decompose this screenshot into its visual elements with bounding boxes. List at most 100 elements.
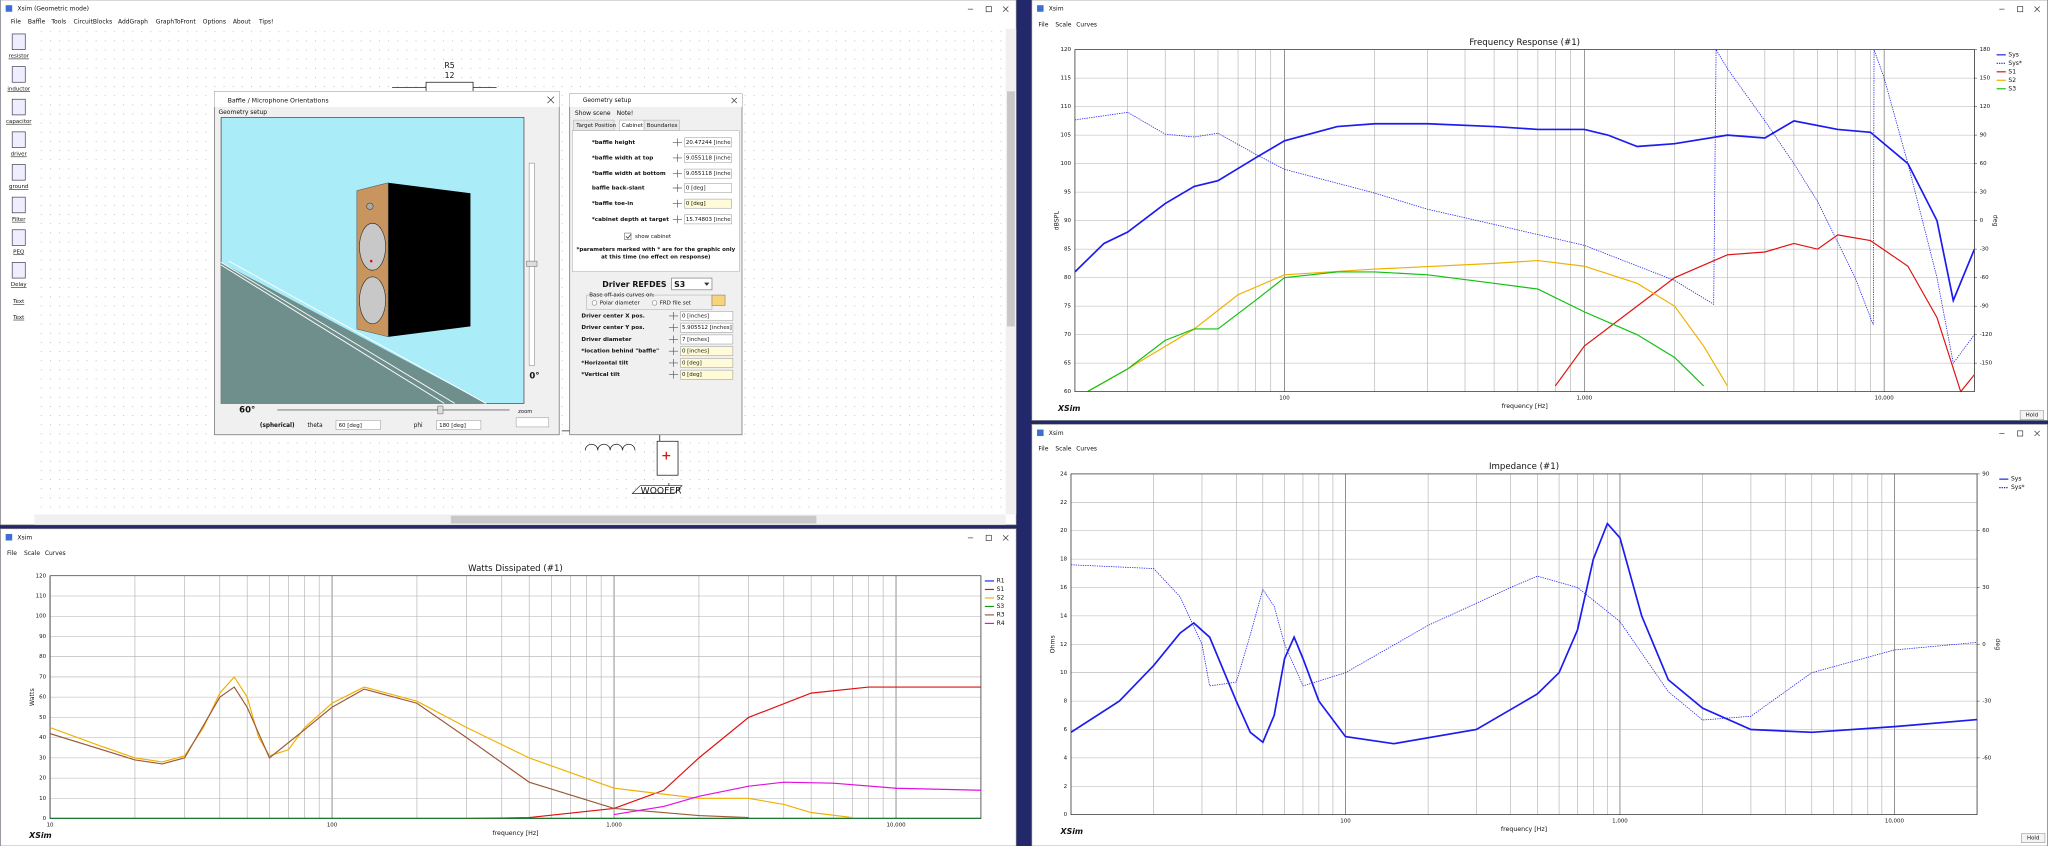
menu-item[interactable]: Show scene — [575, 110, 611, 117]
spinner[interactable] — [672, 138, 682, 147]
tool-label[interactable]: inductor — [7, 86, 30, 92]
field-value[interactable]: 0 [deg] — [682, 372, 702, 378]
tab-label[interactable]: Boundaries — [647, 123, 678, 129]
menu-item[interactable]: CircuitBlocks — [74, 19, 113, 26]
close-button[interactable] — [1002, 535, 1009, 541]
tool-label[interactable]: ground — [9, 184, 28, 190]
field-value[interactable]: 0 [inches] — [682, 349, 709, 355]
tool-label[interactable]: Delay — [11, 282, 27, 288]
menu-item[interactable]: AddGraph — [118, 19, 148, 26]
field-value[interactable]: 15.74803 [inche — [686, 217, 731, 223]
close-button[interactable] — [2034, 6, 2040, 12]
tool-icon[interactable] — [11, 262, 26, 279]
spinner[interactable] — [672, 154, 682, 162]
spinner[interactable] — [672, 199, 682, 208]
dropdown-value[interactable]: S3 — [674, 280, 685, 289]
input-box[interactable] — [680, 322, 734, 333]
menu-item[interactable]: File — [11, 19, 21, 26]
spinner[interactable] — [668, 370, 679, 379]
spinner[interactable] — [668, 323, 679, 332]
scroll-thumb[interactable] — [450, 515, 817, 524]
input-box[interactable] — [680, 369, 734, 380]
input-box[interactable] — [684, 214, 732, 225]
tool-label[interactable]: Text — [12, 299, 25, 305]
menu-item[interactable]: Note! — [617, 110, 634, 117]
spinner[interactable] — [672, 169, 682, 178]
menu-item[interactable]: Curves — [1076, 446, 1097, 453]
tool-icon[interactable] — [11, 164, 26, 181]
menu-item[interactable]: Curves — [1076, 21, 1097, 28]
slider-thumb[interactable] — [437, 405, 444, 415]
menu-item[interactable]: File — [1038, 21, 1048, 28]
spinner[interactable] — [668, 312, 679, 320]
menu-item[interactable]: Curves — [45, 550, 66, 557]
menu-item[interactable]: Tips! — [258, 19, 274, 26]
menu-item[interactable]: File — [7, 550, 17, 557]
input-box[interactable] — [684, 137, 732, 148]
tool-label[interactable]: capacitor — [6, 119, 32, 125]
input-box[interactable] — [684, 198, 732, 209]
hold-button[interactable] — [2021, 833, 2046, 843]
menu-item[interactable]: Geometry setup — [218, 109, 267, 116]
field-value[interactable]: 7 [inches] — [682, 337, 709, 343]
button-label[interactable]: Hold — [2026, 413, 2038, 419]
field-value[interactable]: 180 [deg] — [439, 423, 466, 429]
spinner[interactable] — [672, 184, 682, 192]
maximize-button[interactable] — [985, 6, 992, 13]
tool-icon[interactable] — [11, 98, 26, 116]
input-box[interactable] — [684, 168, 732, 179]
menu-item[interactable]: Scale — [1055, 21, 1071, 28]
radio[interactable] — [651, 300, 658, 306]
close-button[interactable] — [547, 96, 555, 104]
maximize-button[interactable] — [2017, 430, 2024, 437]
checkbox-label[interactable]: show cabinet — [635, 234, 672, 240]
input-box[interactable] — [680, 358, 734, 368]
close-button[interactable] — [731, 97, 738, 104]
spinner[interactable] — [668, 335, 679, 344]
field-value[interactable]: 5.905512 [inches] — [682, 325, 732, 331]
menu-item[interactable]: About — [233, 19, 251, 26]
input-box[interactable] — [684, 183, 732, 193]
maximize-button[interactable] — [2017, 6, 2024, 13]
scroll-thumb[interactable] — [1007, 91, 1015, 327]
field-value[interactable]: 60 [deg] — [339, 423, 362, 429]
radio-label[interactable]: FRD file set — [660, 300, 692, 306]
tab-label[interactable]: Cabinet — [622, 123, 644, 129]
input-box[interactable] — [680, 311, 734, 321]
tool-label[interactable]: Text — [12, 315, 25, 321]
tool-label[interactable]: Filter — [12, 217, 26, 223]
field-value[interactable]: 0 [deg] — [686, 185, 706, 191]
tool-label[interactable]: PEQ — [13, 249, 24, 255]
input-box[interactable] — [684, 153, 732, 163]
input-box[interactable] — [515, 417, 550, 428]
close-button[interactable] — [1002, 6, 1009, 12]
tab-label[interactable]: Target Position — [575, 123, 616, 129]
field-value[interactable]: 20.47244 [inche — [686, 140, 731, 146]
close-button[interactable] — [2034, 430, 2040, 437]
hold-button[interactable] — [2019, 410, 2044, 420]
button-label[interactable]: Hold — [2027, 836, 2039, 842]
maximize-button[interactable] — [985, 534, 992, 541]
input-box[interactable] — [436, 420, 482, 430]
input-box[interactable] — [680, 334, 734, 345]
spinner[interactable] — [668, 347, 679, 356]
spinner[interactable] — [668, 359, 679, 367]
radio-label[interactable]: Polar diameter — [600, 300, 641, 306]
field-value[interactable]: 0 [deg] — [682, 360, 702, 366]
menu-item[interactable]: File — [1038, 446, 1048, 453]
field-value[interactable]: 0 [inches] — [682, 313, 709, 319]
tool-icon[interactable] — [11, 196, 26, 214]
radio[interactable] — [591, 300, 598, 306]
tool-icon[interactable] — [11, 229, 26, 246]
dropdown[interactable] — [671, 277, 713, 291]
tool-icon[interactable] — [11, 66, 26, 83]
field-value[interactable]: 9.055118 [inche — [686, 171, 731, 177]
tool-icon[interactable] — [11, 33, 26, 50]
menu-item[interactable]: Options — [203, 19, 226, 26]
menu-item[interactable]: Scale — [24, 550, 40, 557]
menu-item[interactable]: Tools — [50, 19, 66, 26]
input-box[interactable] — [680, 346, 734, 357]
field-value[interactable]: 0 [deg] — [686, 201, 706, 207]
tool-icon[interactable] — [11, 131, 26, 148]
menu-item[interactable]: GraphToFront — [156, 19, 197, 26]
